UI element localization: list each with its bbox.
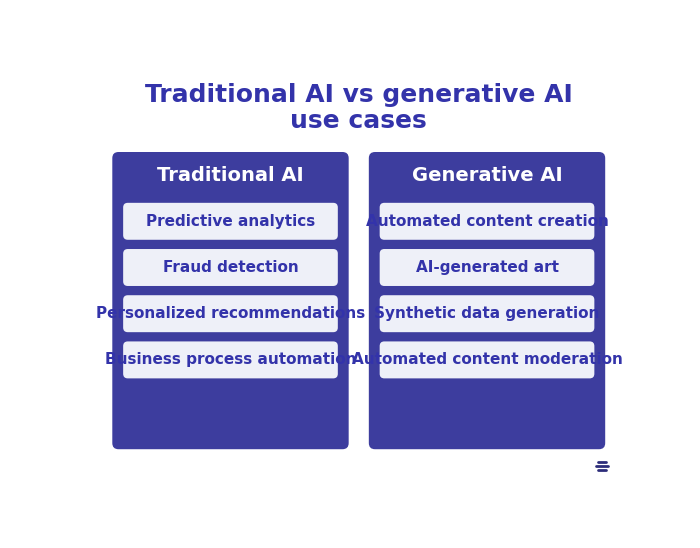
FancyBboxPatch shape <box>379 341 594 378</box>
FancyBboxPatch shape <box>379 295 594 332</box>
FancyBboxPatch shape <box>123 295 338 332</box>
FancyBboxPatch shape <box>123 341 338 378</box>
Text: Traditional AI vs generative AI: Traditional AI vs generative AI <box>145 83 573 107</box>
FancyBboxPatch shape <box>112 152 349 449</box>
Text: AI-generated art: AI-generated art <box>416 260 559 275</box>
Text: Synthetic data generation: Synthetic data generation <box>374 306 600 321</box>
Text: Automated content creation: Automated content creation <box>365 214 608 229</box>
Text: Business process automation: Business process automation <box>105 352 356 367</box>
FancyBboxPatch shape <box>379 249 594 286</box>
FancyBboxPatch shape <box>369 152 606 449</box>
Text: Fraud detection: Fraud detection <box>162 260 298 275</box>
Text: Traditional AI: Traditional AI <box>158 165 304 185</box>
Text: Automated content moderation: Automated content moderation <box>351 352 622 367</box>
Text: Personalized recommendations: Personalized recommendations <box>96 306 365 321</box>
Text: Predictive analytics: Predictive analytics <box>146 214 315 229</box>
FancyBboxPatch shape <box>123 249 338 286</box>
FancyBboxPatch shape <box>379 203 594 240</box>
FancyBboxPatch shape <box>123 203 338 240</box>
Text: use cases: use cases <box>290 109 427 133</box>
Text: Generative AI: Generative AI <box>412 165 562 185</box>
